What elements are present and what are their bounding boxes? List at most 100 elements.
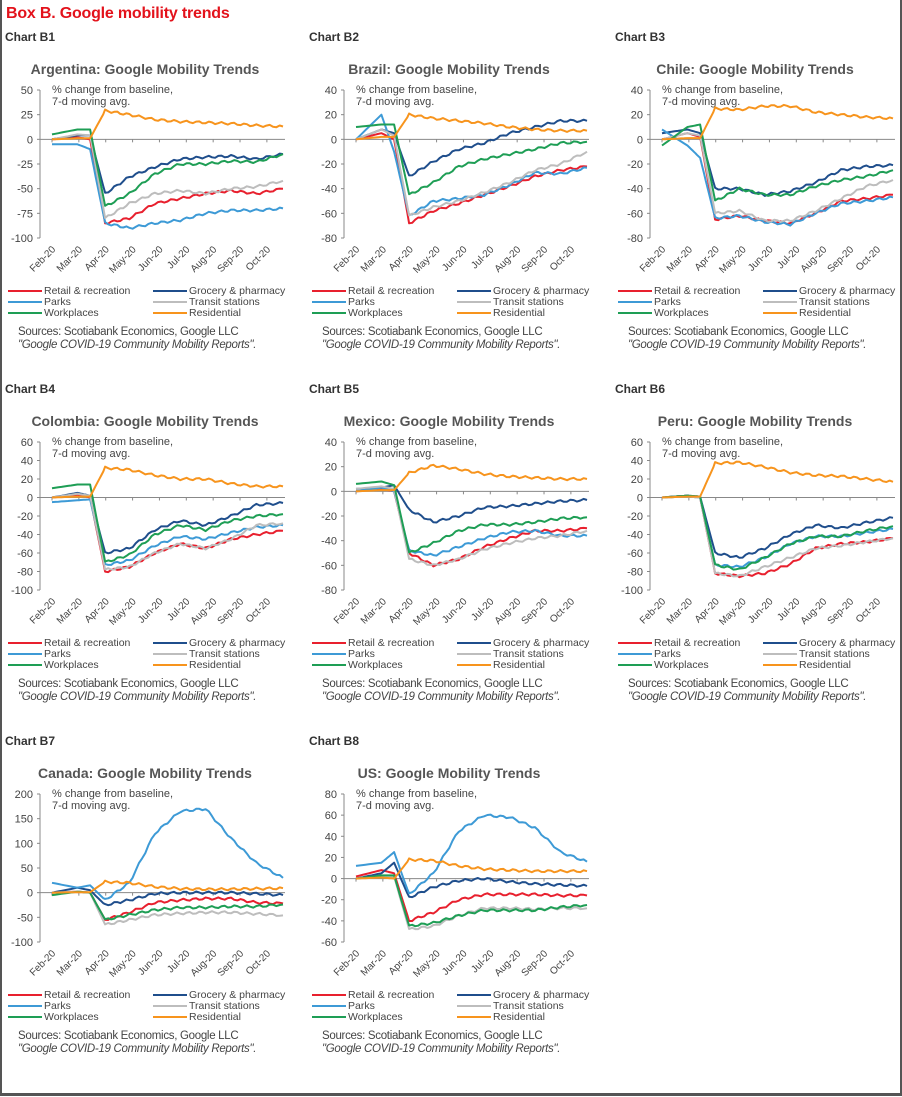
legend-swatch — [8, 642, 42, 644]
line-chart: 806040200-20-40-60Feb-20Mar-20Apr-20May-… — [321, 788, 589, 980]
y-tick-label: 20 — [325, 462, 337, 474]
legend-label: Residential — [189, 1011, 241, 1023]
legend-item: Parks — [312, 1000, 375, 1012]
legend-swatch — [8, 1016, 42, 1018]
legend-label: Workplaces — [348, 307, 403, 319]
y-tick-label: 0 — [637, 134, 643, 146]
y-tick-label: -25 — [17, 159, 33, 171]
y-tick-label: -100 — [621, 585, 643, 597]
y-tick-label: 20 — [325, 852, 337, 864]
y-tick-label: 20 — [21, 474, 33, 486]
y-tick-label: 0 — [331, 874, 337, 886]
y-tick-label: -60 — [321, 937, 337, 949]
axis-annotation: % change from baseline, — [662, 84, 783, 96]
legend-item: Residential — [153, 1011, 241, 1023]
sources-text: Sources: Scotiabank Economics, Google LL… — [18, 1030, 239, 1042]
chart-sources: Sources: Scotiabank Economics, Google LL… — [322, 678, 560, 704]
y-tick-label: -40 — [627, 530, 643, 542]
legend-item: Residential — [763, 659, 851, 671]
legend-label: Grocery & pharmacy — [189, 989, 286, 1001]
series-line-residential — [355, 463, 588, 493]
y-tick-label: -20 — [321, 895, 337, 907]
legend-swatch — [312, 1016, 346, 1018]
legend-label: Parks — [44, 1000, 71, 1012]
legend-swatch — [618, 653, 652, 655]
legend-swatch — [457, 301, 491, 303]
series-line-workplaces — [51, 483, 284, 563]
chart-sources: Sources: Scotiabank Economics, Google LL… — [18, 678, 256, 704]
axis-annotation: 7-d moving avg. — [52, 448, 130, 460]
x-tick-label: Oct-20 — [854, 596, 883, 625]
y-tick-label: 40 — [325, 831, 337, 843]
x-tick-label: May-20 — [411, 244, 443, 276]
legend-item: Retail & recreation — [8, 637, 130, 649]
legend-label: Residential — [799, 307, 851, 319]
series-line-workplaces — [51, 890, 284, 921]
legend-item: Transit stations — [153, 648, 260, 660]
legend-label: Grocery & pharmacy — [493, 637, 590, 649]
chart-title: Canada: Google Mobility Trends — [38, 765, 252, 781]
y-tick-label: 0 — [637, 493, 643, 505]
legend-item: Workplaces — [618, 307, 709, 319]
sources-text: Sources: Scotiabank Economics, Google LL… — [18, 678, 239, 690]
legend-label: Transit stations — [189, 648, 260, 660]
chart-panel-chart-b3: Chart B3 Chile: Google Mobility Trends 4… — [610, 30, 902, 380]
legend-label: Grocery & pharmacy — [189, 285, 286, 297]
legend-item: Retail & recreation — [8, 989, 130, 1001]
x-tick-label: May-20 — [717, 244, 749, 276]
legend-item: Residential — [457, 659, 545, 671]
y-tick-label: -50 — [17, 912, 33, 924]
y-tick-label: -60 — [17, 548, 33, 560]
legend-swatch — [618, 312, 652, 314]
x-tick-label: Mar-20 — [55, 244, 85, 274]
x-tick-label: Jun-20 — [440, 948, 470, 978]
legend-swatch — [8, 290, 42, 292]
legend-swatch — [153, 301, 187, 303]
legend-item: Residential — [763, 307, 851, 319]
y-tick-label: 40 — [631, 456, 643, 468]
line-chart: 40200-20-40-60-80Feb-20Mar-20Apr-20May-2… — [321, 84, 589, 276]
x-tick-label: Aug-20 — [493, 244, 524, 275]
x-tick-label: Jun-20 — [440, 244, 470, 274]
series-line-workplaces — [355, 123, 588, 196]
legend-label: Transit stations — [799, 296, 870, 308]
x-tick-label: Feb-20 — [332, 948, 362, 978]
axis-annotation: % change from baseline, — [52, 436, 173, 448]
x-tick-label: Aug-20 — [799, 596, 830, 627]
x-tick-label: Aug-20 — [189, 948, 220, 979]
legend-item: Workplaces — [312, 1011, 403, 1023]
legend-label: Transit stations — [189, 1000, 260, 1012]
legend-swatch — [618, 664, 652, 666]
legend-label: Parks — [348, 1000, 375, 1012]
series-line-grocery-pharmacy — [51, 886, 284, 907]
x-tick-label: Mar-20 — [665, 244, 695, 274]
legend-item: Residential — [153, 659, 241, 671]
legend-item: Retail & recreation — [8, 285, 130, 297]
sources-citation: "Google COVID-19 Community Mobility Repo… — [628, 691, 867, 703]
legend-label: Residential — [189, 307, 241, 319]
chart-panel-chart-b5: Chart B5 Mexico: Google Mobility Trends … — [304, 382, 602, 732]
y-tick-label: 150 — [15, 814, 33, 826]
legend-label: Workplaces — [348, 1011, 403, 1023]
x-tick-label: Sep-20 — [826, 596, 857, 627]
x-tick-label: Oct-20 — [854, 244, 883, 273]
axis-annotation: % change from baseline, — [356, 84, 477, 96]
legend-item: Parks — [8, 648, 71, 660]
legend-item: Residential — [153, 307, 241, 319]
sources-text: Sources: Scotiabank Economics, Google LL… — [322, 1030, 543, 1042]
x-tick-label: Sep-20 — [216, 596, 247, 627]
chart-panel-chart-b2: Chart B2 Brazil: Google Mobility Trends … — [304, 30, 602, 380]
legend-item: Workplaces — [312, 659, 403, 671]
x-tick-label: Feb-20 — [28, 948, 58, 978]
legend-swatch — [763, 290, 797, 292]
legend-swatch — [457, 290, 491, 292]
legend-item: Transit stations — [457, 648, 564, 660]
y-tick-label: 60 — [21, 437, 33, 449]
legend-label: Grocery & pharmacy — [493, 285, 590, 297]
chart-panel-chart-b7: Chart B7 Canada: Google Mobility Trends … — [0, 734, 298, 1084]
sources-citation: "Google COVID-19 Community Mobility Repo… — [322, 691, 561, 703]
chart-panel-chart-b6: Chart B6 Peru: Google Mobility Trends 60… — [610, 382, 902, 732]
sources-text: Sources: Scotiabank Economics, Google LL… — [628, 678, 849, 690]
chart-label: Chart B1 — [5, 30, 56, 44]
